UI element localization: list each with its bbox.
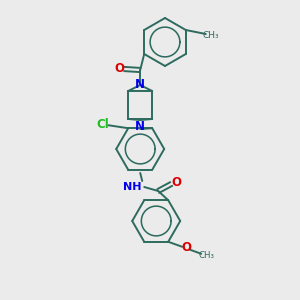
Text: CH₃: CH₃ (202, 31, 219, 40)
Text: N: N (135, 79, 145, 92)
Text: Cl: Cl (97, 118, 110, 131)
Text: O: O (114, 61, 124, 74)
Text: O: O (171, 176, 181, 190)
Text: NH: NH (123, 182, 142, 192)
Text: CH₃: CH₃ (198, 251, 214, 260)
Text: N: N (135, 119, 145, 133)
Text: O: O (181, 241, 191, 254)
